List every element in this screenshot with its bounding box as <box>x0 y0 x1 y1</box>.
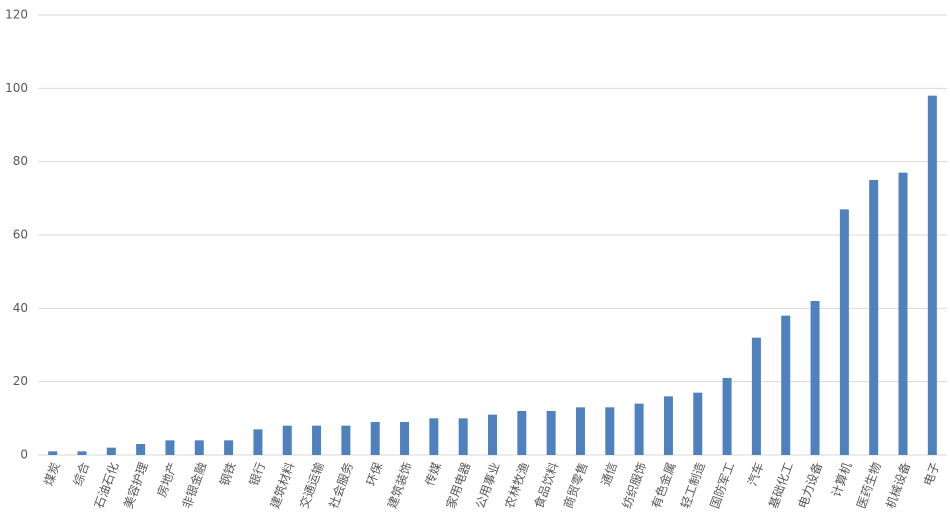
bar <box>546 411 556 455</box>
x-tick-label: 轻工制造 <box>678 460 708 510</box>
bar <box>253 429 263 455</box>
x-tick-label: 有色金属 <box>648 460 679 510</box>
x-tick-label: 综合 <box>70 460 92 488</box>
bar <box>458 418 468 455</box>
x-tick-label: 非银金融 <box>179 460 210 510</box>
bar <box>869 180 879 455</box>
x-tick-label: 美容护理 <box>120 460 151 510</box>
bar <box>48 451 58 455</box>
y-tick-label: 0 <box>20 448 28 462</box>
bar <box>781 315 791 455</box>
bar <box>136 444 146 455</box>
x-tick-label: 电力设备 <box>796 460 826 510</box>
y-tick-label: 80 <box>13 154 28 168</box>
bar <box>400 422 410 455</box>
bar <box>224 440 234 455</box>
x-tick-label: 建筑材料 <box>267 460 298 510</box>
bar <box>488 414 497 455</box>
x-tick-label: 社会服务 <box>325 460 356 510</box>
x-tick-label: 食品饮料 <box>531 460 562 510</box>
y-tick-label: 100 <box>5 81 28 95</box>
bar <box>839 209 849 455</box>
x-tick-label: 商贸零售 <box>560 460 591 510</box>
x-tick-label: 纺织服饰 <box>620 460 650 510</box>
x-tick-label: 环保 <box>364 460 385 487</box>
bar <box>751 337 761 455</box>
x-tick-label: 传媒 <box>422 460 444 488</box>
bar <box>312 425 322 455</box>
x-tick-label: 汽车 <box>744 460 766 488</box>
x-tick-label: 国防军工 <box>707 460 738 510</box>
bar <box>605 407 615 455</box>
y-tick-label: 20 <box>13 374 28 388</box>
x-tick-label: 房地产 <box>154 460 180 499</box>
x-tick-label: 农林牧渔 <box>502 460 532 510</box>
y-tick-label: 60 <box>13 228 28 242</box>
bar <box>429 418 439 455</box>
bar <box>575 407 585 455</box>
bar <box>663 396 673 455</box>
bar <box>810 301 820 455</box>
bar <box>517 411 527 455</box>
x-tick-label: 计算机 <box>828 460 854 499</box>
bar <box>927 95 937 456</box>
x-tick-label: 煤炭 <box>41 460 62 487</box>
bar <box>634 403 644 455</box>
bar <box>106 447 116 455</box>
x-tick-label: 石油石化 <box>92 460 122 510</box>
x-tick-label: 公用事业 <box>473 460 503 510</box>
bar <box>341 425 351 455</box>
x-tick-label: 电子 <box>921 460 942 487</box>
x-tick-label: 交通运输 <box>296 460 327 510</box>
x-tick-label: 机械设备 <box>883 460 914 510</box>
y-tick-label: 120 <box>5 8 28 22</box>
bar <box>194 440 204 455</box>
bar <box>722 378 732 455</box>
x-tick-label: 银行 <box>247 460 268 487</box>
bar <box>898 172 908 455</box>
bar <box>165 440 175 455</box>
x-tick-label: 医药生物 <box>854 460 884 510</box>
x-tick-label: 通信 <box>599 460 620 487</box>
bar <box>282 425 292 455</box>
x-tick-label: 钢铁 <box>217 460 238 487</box>
x-tick-label: 家用电器 <box>443 460 474 510</box>
bar <box>77 451 87 455</box>
bar <box>370 422 380 455</box>
y-tick-label: 40 <box>13 301 28 315</box>
bar <box>693 392 703 455</box>
x-tick-label: 基础化工 <box>766 460 796 510</box>
x-tick-label: 建筑装饰 <box>384 460 415 510</box>
